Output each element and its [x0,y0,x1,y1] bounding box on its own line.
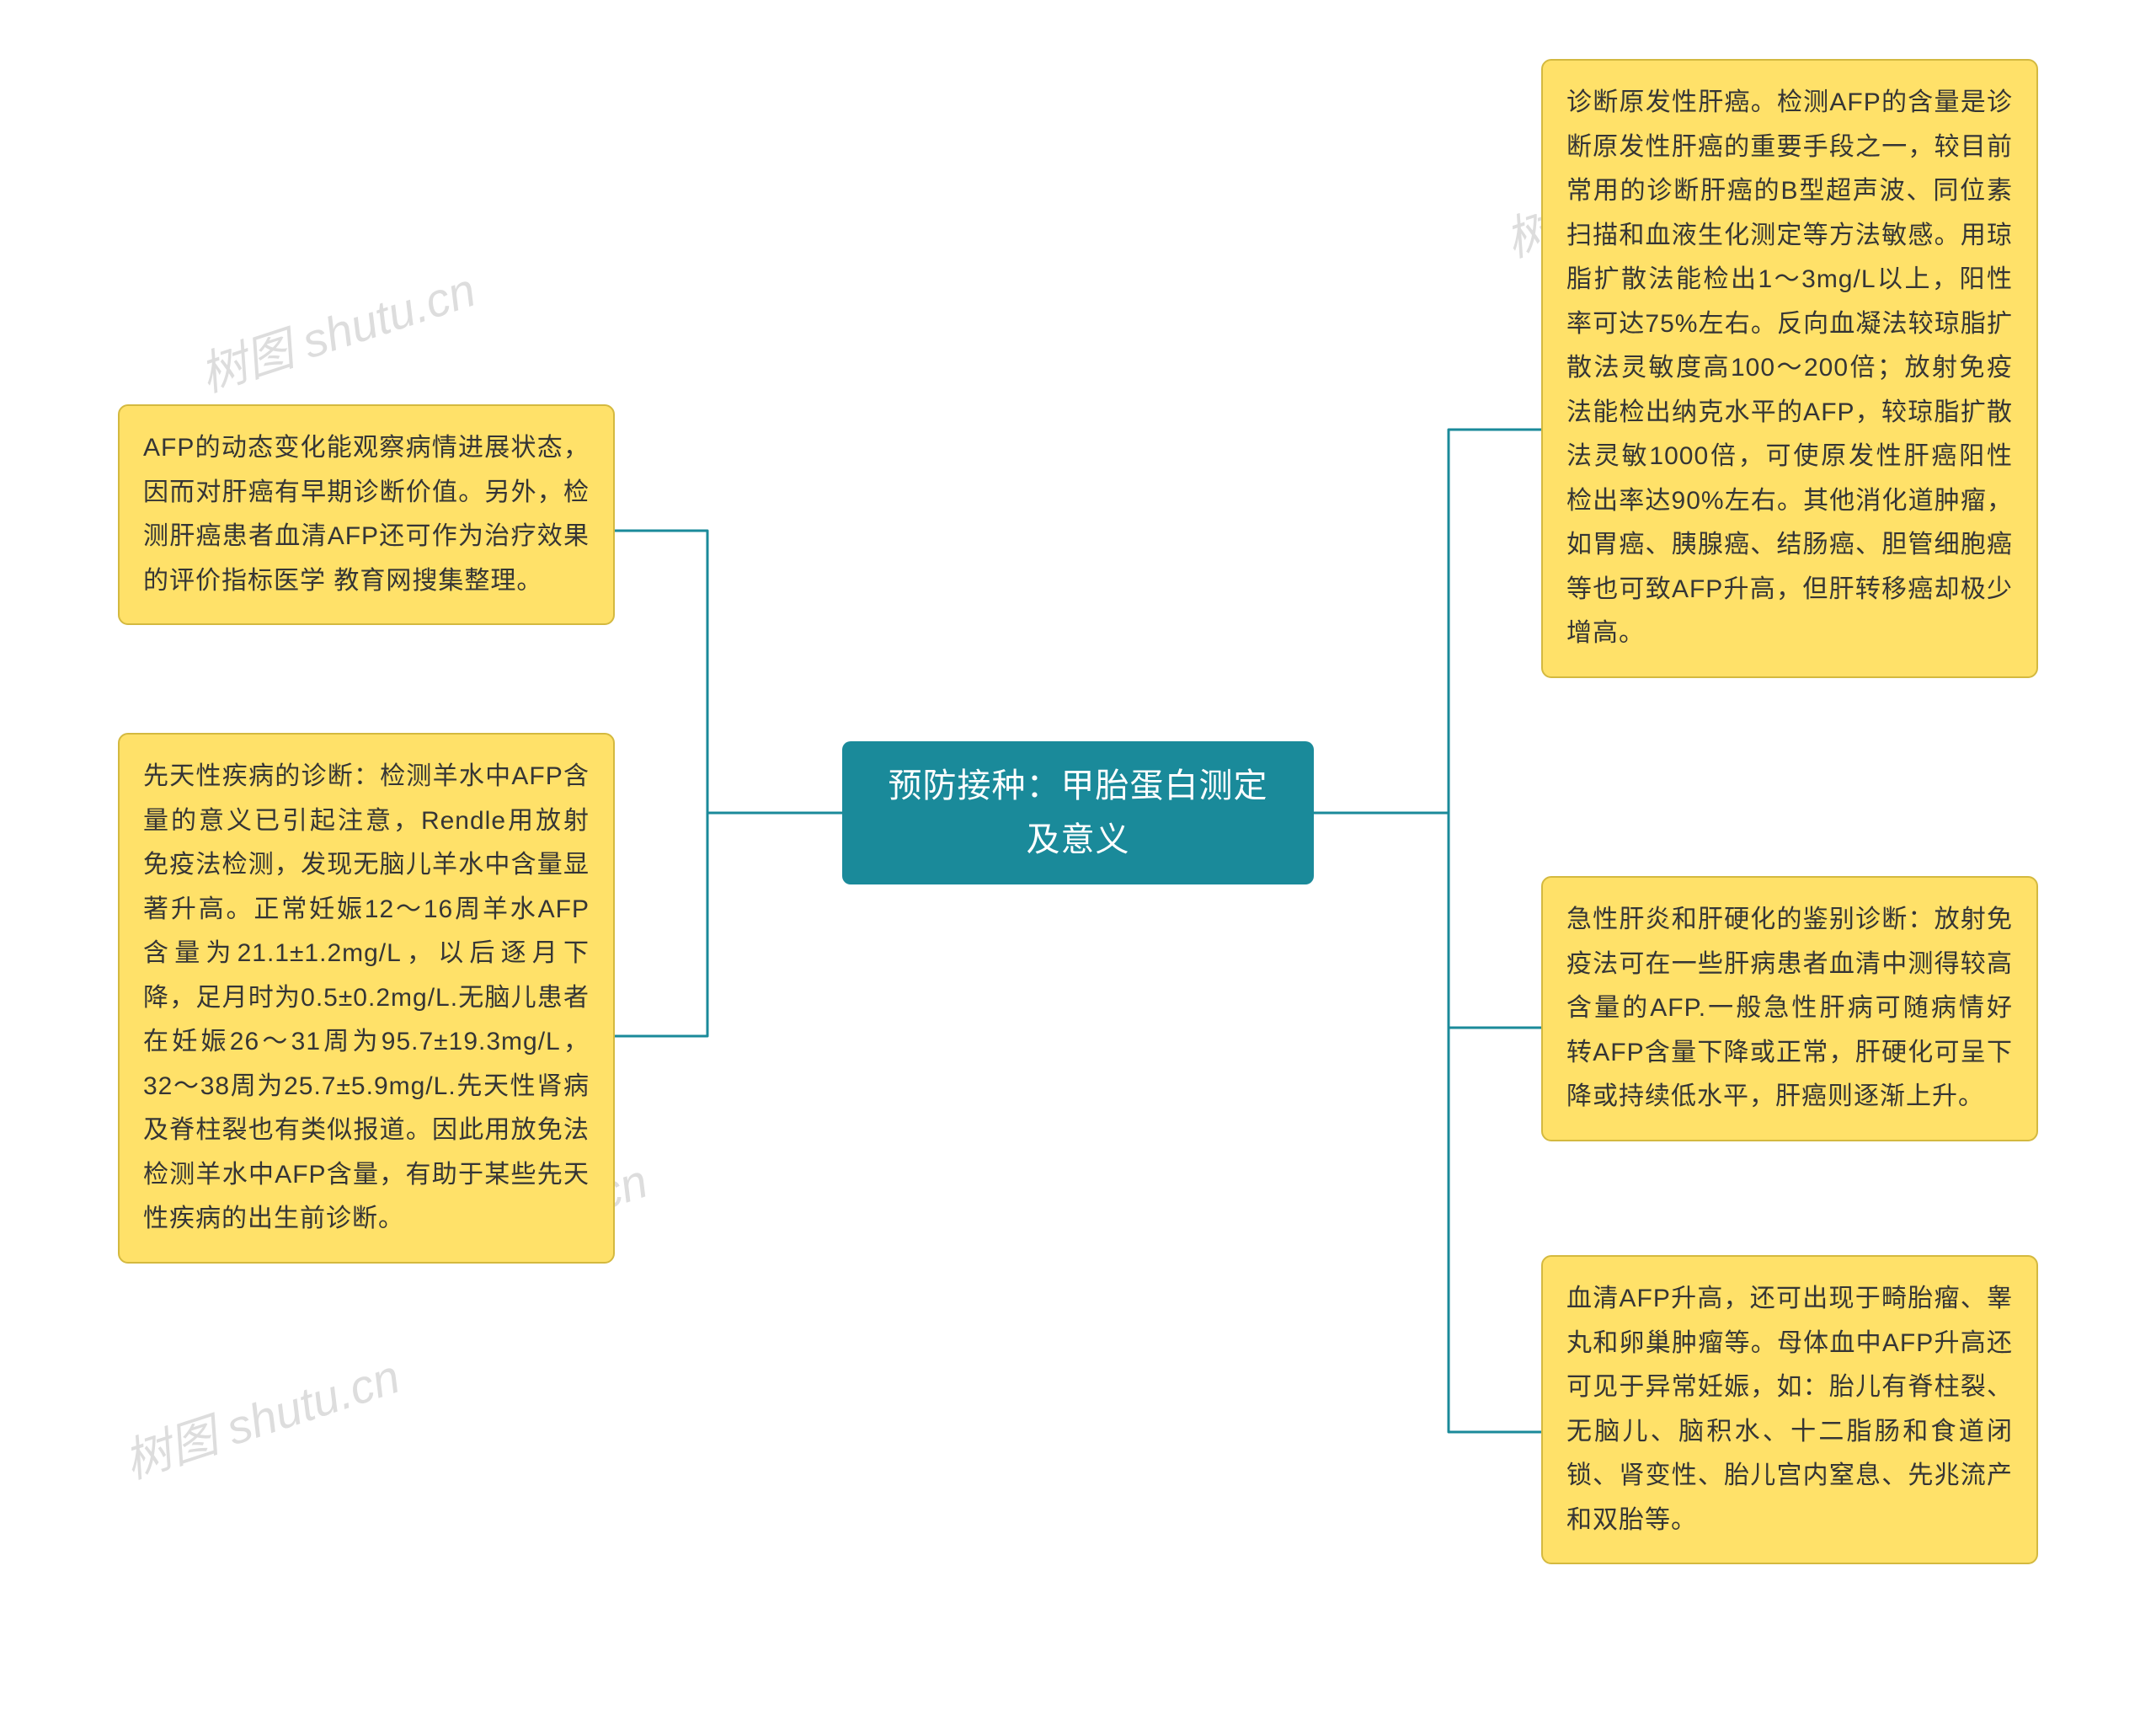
leaf-text: 血清AFP升高，还可出现于畸胎瘤、睾丸和卵巢肿瘤等。母体血中AFP升高还可见于异… [1566,1285,2013,1534]
watermark: 树图 shutu.cn [115,1339,408,1493]
watermark: 树图 shutu.cn [190,253,483,406]
leaf-node-right-2[interactable]: 急性肝炎和肝硬化的鉴别诊断：放射免疫法可在一些肝病患者血清中测得较高含量的AFP… [1541,876,2038,1141]
center-topic-node[interactable]: 预防接种：甲胎蛋白测定及意义 [842,741,1314,884]
leaf-node-left-2[interactable]: 先天性疾病的诊断：检测羊水中AFP含量的意义已引起注意，Rendle用放射免疫法… [118,733,615,1264]
leaf-text: AFP的动态变化能观察病情进展状态，因而对肝癌有早期诊断价值。另外，检测肝癌患者… [143,434,590,595]
leaf-text: 诊断原发性肝癌。检测AFP的含量是诊断原发性肝癌的重要手段之一，较目前常用的诊断… [1566,88,2013,647]
leaf-node-left-1[interactable]: AFP的动态变化能观察病情进展状态，因而对肝癌有早期诊断价值。另外，检测肝癌患者… [118,404,615,625]
center-topic-text: 预防接种：甲胎蛋白测定及意义 [876,759,1280,867]
leaf-node-right-1[interactable]: 诊断原发性肝癌。检测AFP的含量是诊断原发性肝癌的重要手段之一，较目前常用的诊断… [1541,59,2038,678]
leaf-node-right-3[interactable]: 血清AFP升高，还可出现于畸胎瘤、睾丸和卵巢肿瘤等。母体血中AFP升高还可见于异… [1541,1255,2038,1564]
leaf-text: 先天性疾病的诊断：检测羊水中AFP含量的意义已引起注意，Rendle用放射免疫法… [143,762,590,1232]
leaf-text: 急性肝炎和肝硬化的鉴别诊断：放射免疫法可在一些肝病患者血清中测得较高含量的AFP… [1566,906,2013,1110]
mindmap-canvas: 树图 shutu.cn shutu.cn 树图 shutu.cn 树图 shut… [0,0,2156,1726]
